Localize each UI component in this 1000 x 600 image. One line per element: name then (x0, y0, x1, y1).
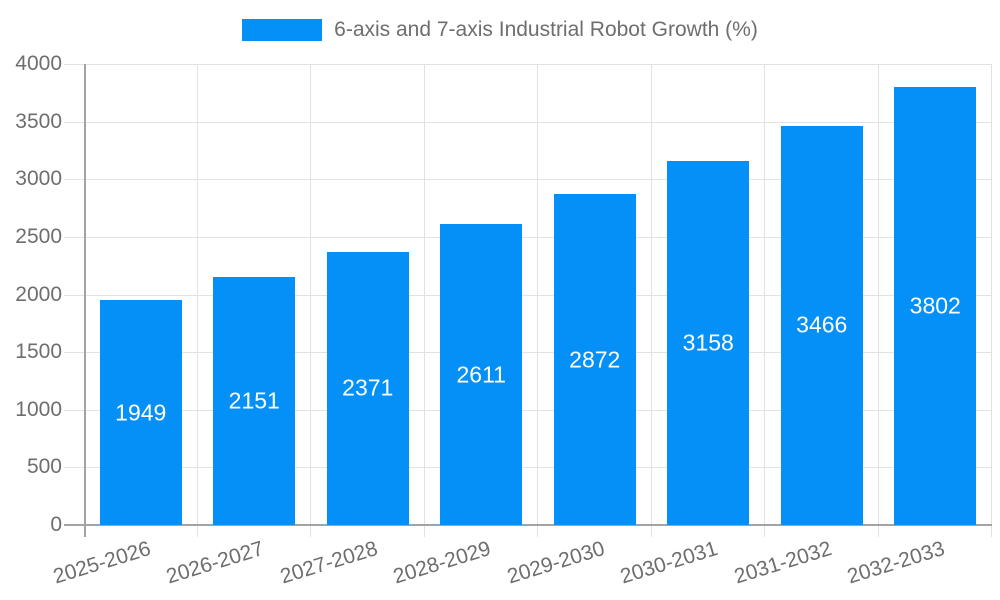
bar[interactable]: 3466 (780, 125, 863, 525)
y-axis-tick-label: 3000 (15, 167, 62, 191)
x-gridline (310, 64, 311, 537)
plot-area: 1949 2151 2371 2611 2872 3158 3466 3802 (64, 64, 992, 537)
y-gridline (64, 236, 992, 238)
bar[interactable]: 2371 (326, 251, 409, 525)
legend[interactable]: 6-axis and 7-axis Industrial Robot Growt… (0, 18, 1000, 42)
y-gridline (64, 121, 992, 123)
y-axis-tick-label: 4000 (15, 52, 62, 75)
bar-value-label: 2151 (228, 387, 280, 414)
y-gridline (64, 352, 992, 354)
y-axis-tick-label: 2500 (15, 224, 62, 248)
y-axis-tick-label: 1000 (15, 397, 62, 421)
bar[interactable]: 2611 (440, 224, 523, 525)
legend-label: 6-axis and 7-axis Industrial Robot Growt… (334, 18, 758, 41)
x-gridline (877, 64, 879, 537)
bar-value-label: 3158 (682, 329, 734, 356)
y-axis-tick-label: 2000 (15, 282, 62, 306)
bar-value-label: 2611 (456, 361, 506, 388)
bar[interactable]: 1949 (99, 300, 182, 525)
bar-value-label: 1949 (115, 399, 167, 426)
bar[interactable]: 2151 (213, 277, 296, 525)
y-gridline (64, 467, 992, 469)
bar[interactable]: 3802 (894, 86, 977, 525)
x-gridline (650, 64, 652, 537)
bar[interactable]: 2872 (553, 194, 636, 525)
x-gridline (196, 64, 198, 537)
y-gridline (64, 64, 992, 65)
bar-value-label: 2371 (342, 374, 394, 401)
bar[interactable]: 3158 (667, 161, 750, 525)
bar-value-label: 2872 (569, 346, 621, 372)
legend-swatch (242, 19, 323, 41)
x-gridline (991, 64, 992, 537)
y-axis-tick-label: 0 (50, 513, 62, 536)
x-axis-line (64, 524, 992, 526)
bar-value-label: 3802 (909, 292, 961, 319)
y-axis-line (84, 64, 86, 537)
y-axis-tick-label: 500 (26, 455, 62, 479)
y-axis-tick-label: 3500 (15, 109, 62, 133)
x-gridline (764, 64, 765, 537)
x-gridline (423, 64, 425, 537)
y-gridline (64, 179, 992, 181)
y-gridline (64, 294, 992, 296)
y-gridline (64, 409, 992, 411)
x-gridline (537, 64, 538, 537)
bar-value-label: 3466 (796, 311, 848, 338)
y-axis-tick-label: 1500 (15, 340, 62, 364)
